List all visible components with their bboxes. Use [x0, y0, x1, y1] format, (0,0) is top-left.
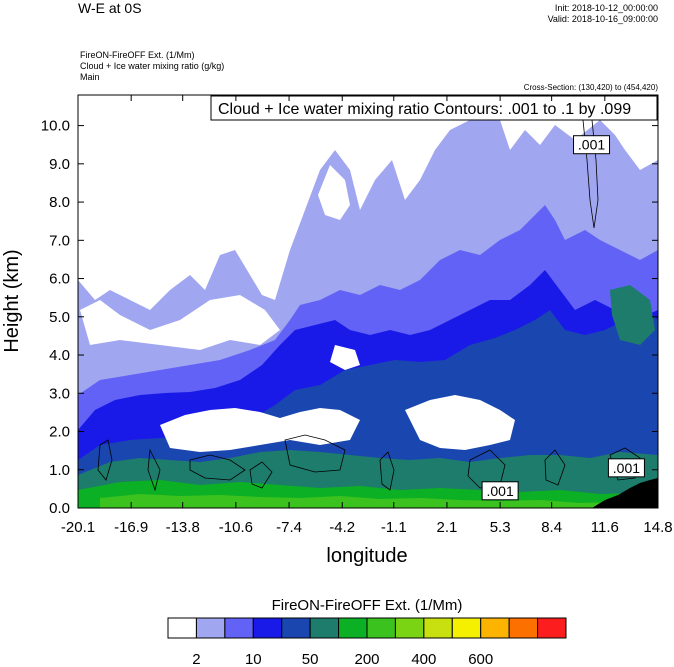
x-tick-label: -4.2: [329, 519, 355, 536]
colorbar-swatch: [423, 617, 453, 639]
contour-line: [147, 448, 161, 492]
x-tick-label: 11.6: [591, 519, 619, 536]
y-tick-label: 10.0: [41, 118, 70, 135]
colorbar-swatch: [508, 617, 539, 639]
colorbar-swatch: [195, 617, 226, 639]
x-tick-label: 14.8: [643, 519, 672, 536]
x-axis-title: longitude: [326, 545, 407, 567]
valid-time: Valid: 2018-10-16_09:00:00: [547, 14, 658, 24]
heatmap-field: [78, 95, 658, 508]
y-tick-label: 9.0: [49, 156, 70, 173]
colorbar: [167, 617, 567, 639]
y-tick-label: 5.0: [49, 309, 70, 326]
colorbar-label: 200: [354, 651, 379, 667]
y-tick-label: 3.0: [49, 385, 70, 402]
plot-title: W-E at 0S: [78, 0, 142, 16]
colorbar-label: 10: [245, 651, 262, 667]
field-description-3: Main: [80, 72, 100, 82]
colorbar-swatch: [394, 617, 425, 639]
plot-frame: [77, 94, 659, 509]
y-axis-title: Height (km): [1, 249, 23, 352]
x-tick-label: -13.8: [166, 519, 200, 536]
colorbar-swatch: [224, 617, 254, 639]
contour-label: .001: [613, 460, 640, 476]
contour-labels: .001 .001 .001: [481, 135, 645, 501]
y-axis: 0.0 1.0 2.0 3.0 4.0 5.0 6.0 7.0 8.0 9.0 10.0: [41, 118, 658, 517]
field-region-lightgreen: [100, 494, 658, 508]
contour-line: [544, 449, 566, 486]
colorbar-swatch: [252, 617, 283, 639]
colorbar-swatch: [309, 617, 340, 639]
cross-section-label: Cross-Section: (130,420) to (454,420): [523, 83, 658, 92]
contour-line: [284, 434, 346, 473]
x-axis: -20.1 -16.9 -13.8 -10.6 -7.4 -4.2 -1.1 2.1 5.3 8.…: [61, 95, 673, 536]
x-tick-label: -10.6: [219, 519, 253, 536]
x-tick-label: -20.1: [61, 519, 95, 536]
field-region-gap-3: [160, 408, 360, 452]
colorbar-swatch: [366, 617, 396, 639]
field-description-2: Cloud + Ice water mixing ratio (g/kg): [80, 61, 225, 71]
field-region-gap-2: [318, 165, 350, 220]
contour-label-box: [607, 458, 645, 478]
y-tick-label: 2.0: [49, 424, 70, 441]
contour-line: [379, 451, 395, 491]
x-tick-label: 2.1: [437, 519, 458, 536]
y-tick-label: 6.0: [49, 271, 70, 288]
colorbar-label: 400: [411, 651, 436, 667]
y-tick-label: 7.0: [49, 232, 70, 249]
x-tick-label: -1.1: [381, 519, 407, 536]
colorbar-labels: 2 10 50 200 400 600: [192, 651, 493, 667]
x-tick-label: 5.3: [490, 519, 511, 536]
field-description-1: FireON-FireOFF Ext. (1/Mm): [80, 50, 195, 60]
colorbar-swatch: [451, 617, 482, 639]
field-region-gap: [80, 295, 280, 350]
contour-label-box: [573, 135, 611, 155]
x-tick-label: -16.9: [114, 519, 148, 536]
colorbar-swatch: [281, 617, 311, 639]
contour-line: [249, 461, 273, 489]
init-time: Init: 2018-10-12_00:00:00: [554, 3, 658, 13]
contour-line: [97, 439, 113, 481]
colorbar-swatch: [537, 617, 567, 639]
colorbar-swatch: [167, 617, 197, 639]
contour-title: Cloud + Ice water mixing ratio Contours:…: [218, 101, 631, 118]
colorbar-label: 2: [192, 651, 200, 667]
contour-label-box: [481, 481, 519, 501]
colorbar-title: FireON-FireOFF Ext. (1/Mm): [272, 597, 463, 614]
contour-line: [582, 119, 599, 229]
field-region-teal-2: [610, 285, 655, 345]
y-tick-label: 8.0: [49, 194, 70, 211]
y-tick-label: 4.0: [49, 347, 70, 364]
contour-title-box: [210, 95, 658, 121]
colorbar-label: 600: [468, 651, 493, 667]
contour-label: .001: [486, 483, 513, 499]
field-region-gap-4: [405, 395, 515, 450]
contour-lines: [97, 119, 641, 492]
x-tick-label: -7.4: [276, 519, 302, 536]
colorbar-swatch: [338, 617, 368, 639]
colorbar-swatch: [480, 617, 510, 639]
contour-line: [189, 454, 246, 481]
x-tick-label: 8.4: [541, 519, 562, 536]
contour-label: .001: [578, 137, 605, 153]
y-tick-label: 0.0: [49, 500, 70, 517]
y-tick-label: 1.0: [49, 462, 70, 479]
field-region-gap-5: [330, 345, 360, 370]
terrain: [592, 478, 658, 508]
colorbar-label: 50: [302, 651, 319, 667]
